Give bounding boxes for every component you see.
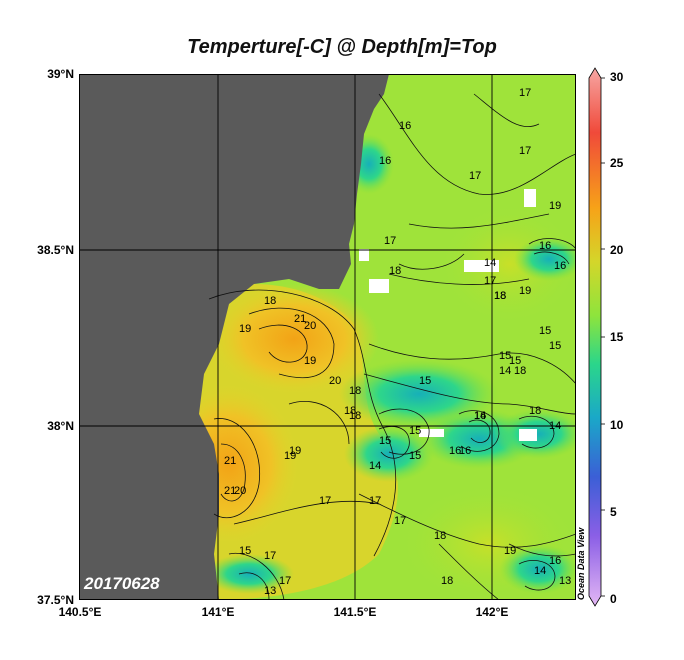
contour-label: 17 — [369, 495, 381, 507]
odv-watermark: Ocean Data View — [576, 527, 586, 600]
data-gaps — [359, 189, 537, 441]
contour-label: 19 — [504, 545, 516, 557]
lat-tick-38: 38°N — [47, 419, 74, 433]
contour-label: 18 — [494, 290, 506, 302]
cold-patch-4 — [344, 426, 434, 482]
contour-label: 13 — [559, 575, 571, 587]
contour-label: 20 — [329, 375, 341, 387]
contour-label: 21 — [224, 485, 236, 497]
contour-label: 17 — [519, 145, 531, 157]
contour-label: 17 — [319, 495, 331, 507]
contour-label: 20 — [304, 320, 316, 332]
contour-label: 16 — [474, 410, 486, 422]
contour-label: 16 — [554, 260, 566, 272]
contour-label: 15 — [509, 355, 521, 367]
contour-label: 18 — [529, 405, 541, 417]
temperature-map: 17 16 17 19 17 16 14 16 21 18 17 19 18 1… — [79, 74, 576, 600]
lat-tick-38-5: 38.5°N — [37, 243, 74, 257]
contour-label: 15 — [239, 545, 251, 557]
contour-label: 18 — [441, 575, 453, 587]
contour-label: 16 — [449, 445, 461, 457]
contour-label: 19 — [284, 450, 296, 462]
contour-label: 14 — [369, 460, 381, 472]
contour-label: 14 — [484, 257, 496, 269]
contour-label: 19 — [289, 445, 301, 457]
contour-label: 19 — [304, 355, 316, 367]
contour-label: 18 — [344, 405, 356, 417]
contour-label: 15 — [499, 350, 511, 362]
contour-label: 15 — [379, 435, 391, 447]
cold-patch-6 — [499, 544, 576, 594]
contour-label: 15 — [539, 325, 551, 337]
colorbar-tick-0: 0 — [610, 592, 617, 606]
graticule — [79, 74, 576, 600]
cold-patch-5 — [514, 237, 576, 281]
contour-label: 17 — [519, 87, 531, 99]
contour-label: 21 — [224, 455, 236, 467]
colorbar-tick-10: 10 — [610, 418, 624, 432]
lon-tick-141-5: 141.5°E — [333, 605, 377, 619]
contour-label: 21 — [294, 313, 306, 325]
colorbar-tick-5: 5 — [610, 505, 617, 519]
contour-lines — [208, 93, 576, 600]
colorbar — [588, 67, 605, 607]
contour-label: 18 — [494, 290, 506, 302]
lon-tick-142: 142°E — [475, 605, 509, 619]
contour-label: 15 — [549, 340, 561, 352]
contour-label: 19 — [239, 323, 251, 335]
contour-label: 14 — [499, 365, 511, 377]
date-stamp: 20170628 — [84, 574, 160, 593]
contour-label: 19 — [519, 285, 531, 297]
contour-label: 17 — [394, 515, 406, 527]
mid-warm-east — [439, 204, 576, 324]
contour-label: 15 — [409, 425, 421, 437]
contour-label: 20 — [234, 485, 246, 497]
land-mass — [79, 74, 389, 600]
map-title: Temperture[-C] @ Depth[m]=Top — [187, 36, 497, 58]
contour-label: 16 — [459, 445, 471, 457]
colorbar-tick-15: 15 — [610, 330, 624, 344]
contour-label: 17 — [484, 275, 496, 287]
contour-label: 15 — [409, 450, 421, 462]
lon-tick-140-5: 140.5°E — [58, 605, 102, 619]
map-svg: 17 16 17 19 17 16 14 16 21 18 17 19 18 1… — [79, 74, 576, 600]
contour-label: 18 — [434, 530, 446, 542]
contour-label: 13 — [264, 585, 276, 597]
contour-label: 17 — [279, 575, 291, 587]
contour-label: 16 — [539, 240, 551, 252]
contour-label: 18 — [514, 365, 526, 377]
contour-label: 16 — [379, 155, 391, 167]
contour-label: 15 — [419, 375, 431, 387]
contour-label: 14 — [474, 410, 486, 422]
lon-tick-141: 141°E — [201, 605, 235, 619]
cold-patch-7 — [204, 554, 294, 594]
contour-label: 18 — [389, 265, 401, 277]
colorbar-tick-25: 25 — [610, 156, 624, 170]
contour-label: 16 — [549, 555, 561, 567]
contour-label: 16 — [399, 120, 411, 132]
warm-core-north — [209, 284, 379, 394]
contour-label-group: 17 16 17 19 17 16 14 16 21 18 17 19 18 1… — [224, 87, 571, 597]
colorbar-tick-30: 30 — [610, 70, 624, 84]
contour-label: 19 — [549, 200, 561, 212]
contour-label: 17 — [469, 170, 481, 182]
lat-tick-37-5: 37.5°N — [37, 593, 74, 607]
contour-label: 18 — [264, 295, 276, 307]
lat-tick-39: 39°N — [47, 67, 74, 81]
map-frame — [79, 74, 576, 600]
contour-label: 14 — [534, 565, 546, 577]
contour-label: 17 — [384, 235, 396, 247]
contour-label: 17 — [264, 550, 276, 562]
colorbar-tick-20: 20 — [610, 243, 624, 257]
